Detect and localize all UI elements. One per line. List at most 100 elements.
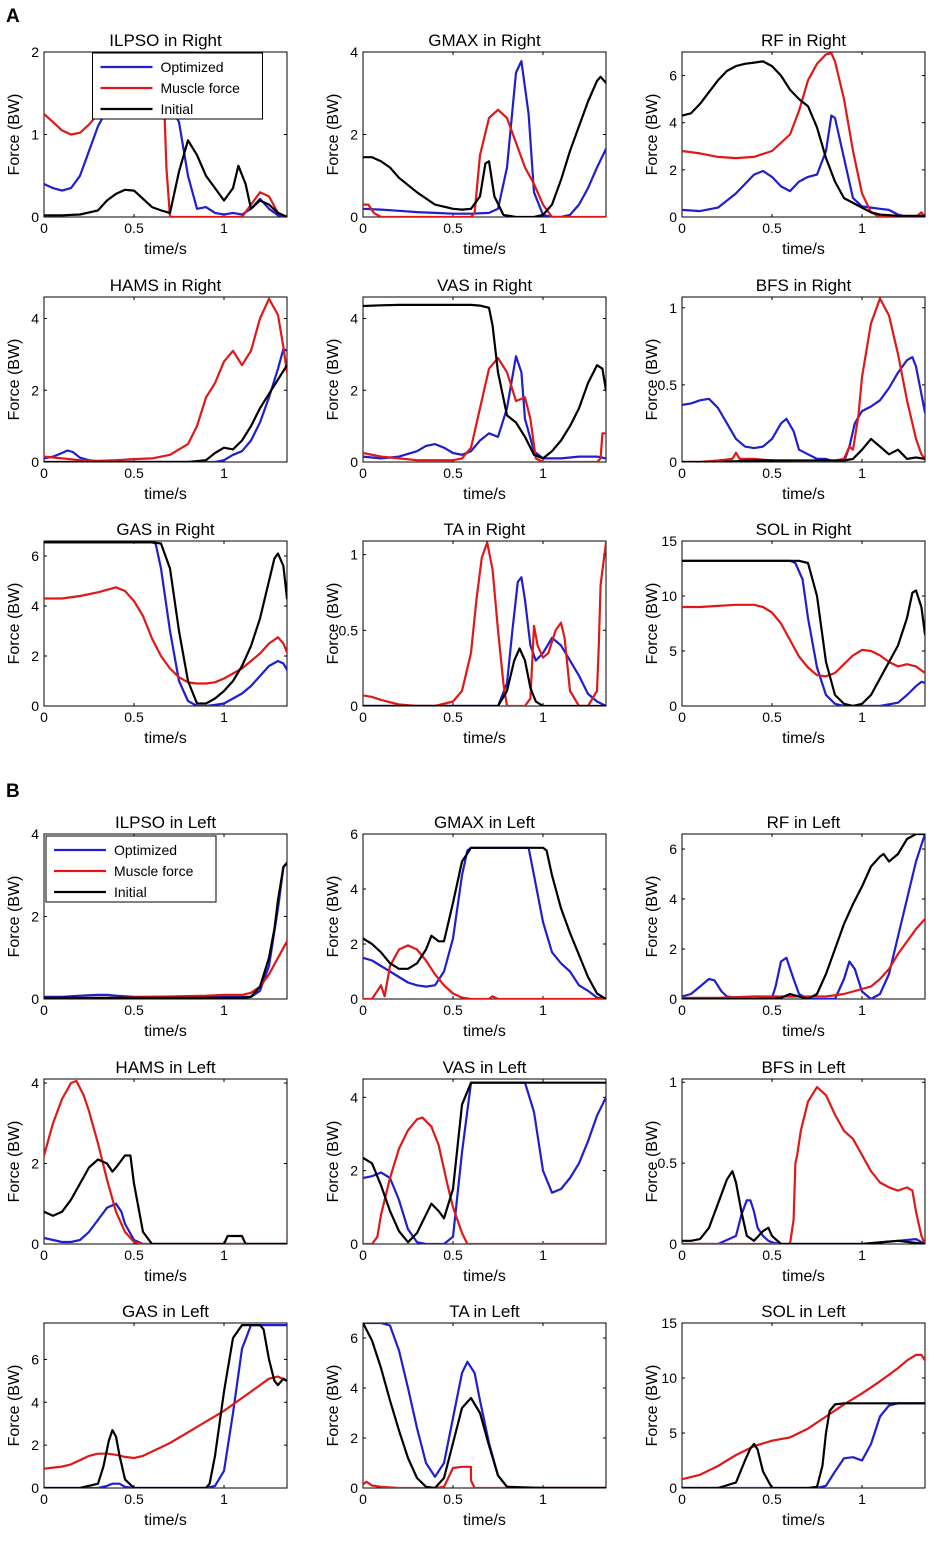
y-tick-label: 0 [669, 454, 677, 470]
x-tick-label: 0 [359, 220, 367, 236]
x-tick-label: 0.5 [762, 1002, 782, 1018]
x-tick-label: 0 [40, 465, 48, 481]
y-tick-label: 0 [350, 209, 358, 225]
x-tick-label: 0 [40, 1002, 48, 1018]
y-tick-label: 4 [669, 115, 677, 131]
plot-title: TA in Right [444, 520, 526, 539]
series-group [682, 1353, 925, 1488]
x-tick-label: 0 [40, 220, 48, 236]
series-line-initial [363, 75, 606, 217]
y-tick-label: 0 [350, 454, 358, 470]
y-tick-label: 6 [350, 826, 358, 842]
x-axis-label: time/s [463, 730, 506, 747]
x-tick-label: 0.5 [124, 220, 144, 236]
y-tick-label: 0 [31, 454, 39, 470]
plot-title: SOL in Right [756, 520, 852, 539]
x-axis-label: time/s [782, 241, 825, 258]
x-tick-label: 1 [539, 1491, 547, 1507]
plot-frame [681, 833, 926, 1000]
x-tick-label: 0 [678, 220, 686, 236]
x-tick-label: 0 [359, 465, 367, 481]
plot-title: GAS in Left [122, 1302, 209, 1321]
y-axis-label: Force (BW) [325, 339, 342, 421]
subplot-vas-in-right: VAS in Right 0 0.5 1 0 2 4 time/s Force (BW) [325, 276, 607, 503]
y-axis-label: Force (BW) [325, 876, 342, 958]
y-tick-label: 0 [31, 698, 39, 714]
legend-entry-optimized: Optimized [161, 59, 224, 75]
plot-title: VAS in Right [437, 276, 532, 295]
x-tick-label: 0.5 [124, 1002, 144, 1018]
x-tick-label: 1 [220, 465, 228, 481]
plot-frame [43, 540, 288, 707]
plot-frame [681, 540, 926, 707]
plot-frame [43, 1322, 288, 1489]
x-tick-label: 0 [678, 1247, 686, 1263]
panel-label-a: A [6, 6, 20, 27]
x-tick-label: 1 [539, 709, 547, 725]
subplot-ilpso-in-left: ILPSO in Left 0 0.5 1 0 2 4 time/s Force (BW) Opt… [6, 813, 288, 1040]
y-tick-label: 4 [31, 1075, 39, 1091]
x-tick-label: 1 [539, 465, 547, 481]
x-tick-label: 1 [858, 220, 866, 236]
series-line-optimized [682, 356, 925, 462]
plot-title: HAMS in Left [115, 1058, 215, 1077]
series-line-initial [682, 834, 925, 999]
y-tick-label: 0.5 [339, 622, 359, 638]
y-tick-label: 10 [661, 588, 677, 604]
x-axis-label: time/s [144, 730, 187, 747]
y-tick-label: 0 [669, 991, 677, 1007]
x-axis-label: time/s [782, 730, 825, 747]
plot-title: GMAX in Left [434, 813, 535, 832]
subplot-ilpso-in-right: ILPSO in Right 0 0.5 1 0 1 2 time/s Force (BW) Op… [6, 31, 288, 258]
plot-frame [43, 1078, 288, 1245]
subplot-gmax-in-right: GMAX in Right 0 0.5 1 0 2 4 time/s Force (BW) [325, 31, 607, 258]
series-line-optimized [44, 1202, 287, 1244]
series-group [44, 1079, 287, 1244]
series-line-muscle-force [682, 52, 925, 217]
x-tick-label: 0.5 [762, 1247, 782, 1263]
series-line-initial [363, 303, 606, 460]
y-tick-label: 6 [669, 841, 677, 857]
y-axis-label: Force (BW) [644, 1365, 661, 1447]
x-axis-label: time/s [782, 1512, 825, 1529]
series-line-muscle-force [682, 1353, 925, 1481]
y-axis-label: Force (BW) [644, 1121, 661, 1203]
x-tick-label: 1 [858, 1491, 866, 1507]
subplot-bfs-in-right: BFS in Right 0 0.5 1 0 0.5 1 time/s Force (BW) [644, 276, 926, 503]
y-tick-label: 2 [669, 941, 677, 957]
y-tick-label: 0.5 [658, 377, 678, 393]
y-axis-label: Force (BW) [644, 339, 661, 421]
y-tick-label: 5 [669, 1425, 677, 1441]
plot-frame [362, 833, 607, 1000]
x-axis-label: time/s [463, 486, 506, 503]
series-line-initial [44, 861, 287, 999]
series-line-muscle-force [682, 917, 925, 999]
x-tick-label: 0.5 [443, 1491, 463, 1507]
series-line-muscle-force [682, 603, 925, 678]
x-axis-label: time/s [144, 1023, 187, 1040]
x-tick-label: 1 [539, 220, 547, 236]
x-tick-label: 0.5 [124, 1491, 144, 1507]
y-axis-label: Force (BW) [6, 339, 23, 421]
x-tick-label: 0 [678, 1002, 686, 1018]
subplot-rf-in-left: RF in Left 0 0.5 1 0 2 4 6 time/s Force (BW) [644, 813, 926, 1040]
y-tick-label: 0 [669, 209, 677, 225]
series-group [363, 1323, 606, 1488]
subplot-ta-in-left: TA in Left 0 0.5 1 0 2 4 6 time/s Force (BW) [325, 1302, 607, 1529]
plot-title: BFS in Left [761, 1058, 845, 1077]
plot-frame [681, 51, 926, 218]
series-group [363, 303, 606, 462]
y-tick-label: 0 [669, 698, 677, 714]
legend: Optimized Muscle force Initial [92, 52, 263, 120]
y-tick-label: 1 [31, 127, 39, 143]
y-tick-label: 4 [350, 1380, 358, 1396]
x-tick-label: 0 [678, 709, 686, 725]
y-axis-label: Force (BW) [6, 1121, 23, 1203]
series-line-initial [682, 1170, 925, 1244]
plot-frame [43, 296, 288, 463]
plot-title: HAMS in Right [110, 276, 222, 295]
x-tick-label: 1 [539, 1002, 547, 1018]
